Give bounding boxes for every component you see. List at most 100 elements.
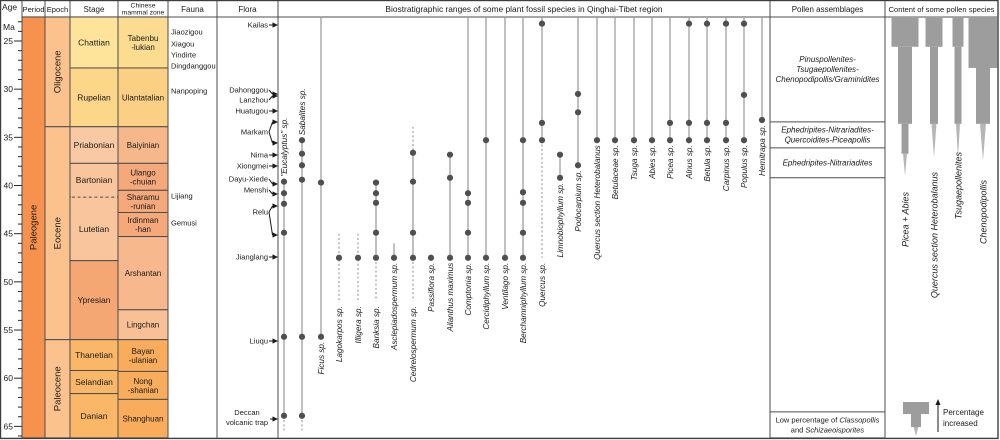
species-label: Sabalites sp. <box>298 88 307 135</box>
flora-arrow-icon <box>272 108 278 114</box>
mammal-zone-box <box>117 67 169 128</box>
assemblage-label: and Schizaeoisporites <box>791 425 865 434</box>
species-label: Berchamniphyllum sp. <box>519 263 528 344</box>
species-label: Limnobiophyllum sp. <box>556 183 565 258</box>
stage-header: Stage <box>84 5 105 14</box>
spindle-segment <box>952 16 964 47</box>
assemblage-label: Tsugaepollenites- <box>796 65 859 74</box>
spindle-segment <box>976 67 990 124</box>
flora-arrow-icon <box>272 203 278 209</box>
flora-label: Menshi <box>244 186 269 195</box>
assemblage-label: Ephedripites-Nitrariadites- <box>781 125 874 134</box>
age-tick-label: 50 <box>4 277 14 287</box>
flora-arrow-icon <box>272 416 278 422</box>
mammal-zone-label: Ulantatalian <box>122 93 164 102</box>
occurrence-dot <box>280 333 288 340</box>
pollen-assemblages-header: Pollen assemblages <box>792 5 864 14</box>
occurrence-dot <box>372 199 380 206</box>
age-header: Age <box>2 2 17 12</box>
flora-label: Markam <box>241 128 268 137</box>
pollen-species-label: Tsugaepollenites <box>954 152 964 220</box>
stage-label: Bartonian <box>76 175 113 185</box>
age-tick-label: 35 <box>4 132 14 142</box>
period-label: Paleogene <box>29 205 40 250</box>
species-label: Quercus section Heterobalanus <box>593 145 602 260</box>
flora-arrow-icon <box>272 140 278 146</box>
mammal-zone-label: -ulanian <box>129 356 157 365</box>
occurrence-dot <box>372 190 380 197</box>
flora-arrow-icon <box>272 338 278 344</box>
mammal-zone-box <box>117 370 169 400</box>
flora-arrow-icon <box>272 163 278 169</box>
occurrence-dot <box>685 20 693 27</box>
occurrence-dot <box>335 254 343 261</box>
occurrence-dot <box>298 150 306 157</box>
occurrence-dot <box>372 229 380 236</box>
arrow-up-icon <box>935 399 941 405</box>
occurrence-dot <box>556 174 564 181</box>
occurrence-dot <box>685 137 693 144</box>
occurrence-dot <box>556 151 564 158</box>
assemblage-label: Chenopodipollis/Graminidites <box>775 75 879 84</box>
species-label: Populus sp. <box>740 145 749 188</box>
flora-label: Relu <box>253 208 268 217</box>
mammal-zone-box <box>117 211 169 238</box>
pollen-species-label: Chenopodipollis <box>979 180 989 245</box>
flora-connector <box>268 178 273 185</box>
flora-arrow-icon <box>272 22 278 28</box>
occurrence-dot <box>482 137 490 144</box>
stage-box <box>69 393 119 439</box>
occurrence-dot <box>409 229 417 236</box>
occurrence-dot <box>482 254 490 261</box>
epoch-label: Oligocene <box>53 50 64 93</box>
epoch-label: Eocene <box>53 217 64 249</box>
stage-label: Ypresian <box>78 295 111 305</box>
flora-connector <box>268 205 273 213</box>
flora-label: Deccan <box>234 408 259 417</box>
occurrence-dot <box>372 179 380 186</box>
occurrence-dot <box>298 162 306 169</box>
mammal-zone-label: Lingchan <box>127 321 159 330</box>
stage-label: Selandian <box>75 377 113 387</box>
assemblage-label: Ephedripites-Nitrariadites <box>783 158 873 167</box>
flora-label: volcanic trap <box>226 418 268 427</box>
spindle-segment <box>968 16 998 68</box>
pollen-content-header: Content of some pollen species <box>889 5 995 14</box>
occurrence-dot <box>666 137 674 144</box>
occurrence-dot <box>740 91 748 99</box>
flora-label: Liuqu <box>250 337 268 346</box>
species-label: Podocarpium sp. <box>574 170 583 231</box>
mammal-zone-label: Bayan <box>132 347 155 356</box>
occurrence-dot <box>630 137 638 144</box>
mammal-zone-label: -chuian <box>130 177 156 186</box>
mammal-zone-label: Nong <box>133 377 152 386</box>
stage-box <box>69 196 119 262</box>
fauna-label: Xiagou <box>171 40 194 49</box>
occurrence-dot <box>519 199 527 206</box>
occurrence-dot <box>464 199 472 206</box>
species-label: Lagokarpos sp. <box>335 306 344 362</box>
stage-label: Lutetian <box>79 224 110 234</box>
stage-label: Chattian <box>78 37 110 47</box>
occurrence-dot <box>685 119 693 126</box>
species-label: Tsuga sp. <box>630 145 639 180</box>
age-tick-label: 45 <box>4 229 14 239</box>
assemblage-label: Pinuspollenites- <box>799 55 856 64</box>
occurrence-dot <box>519 189 527 196</box>
occurrence-dot <box>280 200 288 207</box>
occurrence-dot <box>740 137 748 144</box>
species-label: Cedrelospermum sp. <box>409 306 418 382</box>
main-panel-title: Biostratigraphic ranges of some plant fo… <box>385 4 662 14</box>
stage-label: Danian <box>81 411 108 421</box>
occurrence-dot <box>280 178 288 185</box>
legend-label: Percentage <box>943 408 984 417</box>
flora-connector <box>268 95 273 101</box>
spindle-segment <box>901 123 909 154</box>
flora-connector <box>268 211 273 236</box>
spindle-segment <box>925 16 943 47</box>
spindle-tail <box>903 153 907 176</box>
occurrence-dot <box>722 119 730 126</box>
mammal-zone-header: mammal zone <box>122 10 165 17</box>
